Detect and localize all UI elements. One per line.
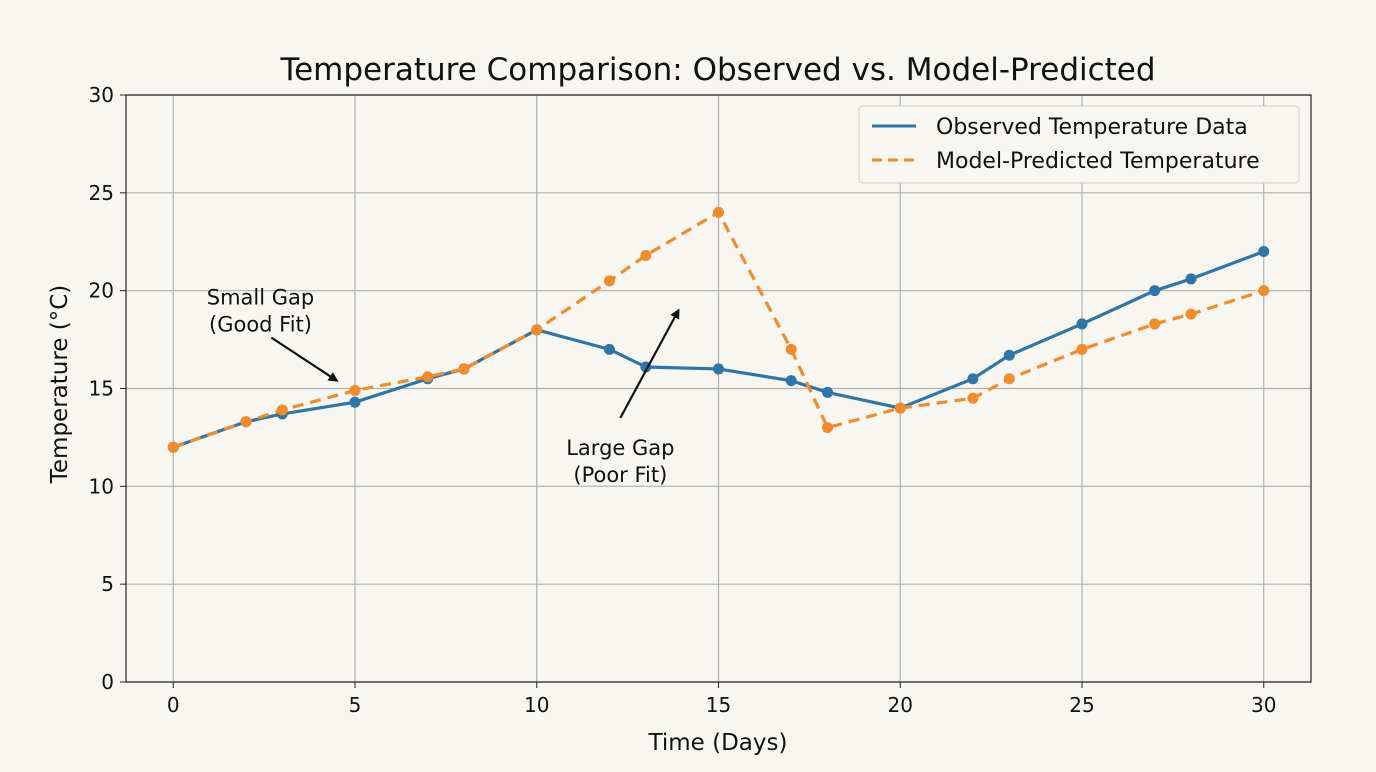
data-point-predicted	[894, 402, 906, 414]
data-point-observed	[1258, 246, 1270, 258]
data-point-predicted	[531, 324, 543, 336]
data-point-observed	[1149, 285, 1161, 297]
data-point-observed	[785, 375, 797, 387]
data-point-predicted	[640, 249, 652, 261]
x-tick-label: 25	[1069, 693, 1094, 717]
y-tick-label: 25	[89, 181, 114, 205]
x-tick-label: 20	[888, 693, 913, 717]
x-axis-label: Time (Days)	[648, 730, 788, 756]
data-point-predicted	[349, 384, 361, 396]
x-tick-label: 10	[524, 693, 549, 717]
annotations: Small Gap (Good Fit) Large Gap (Poor Fit)	[207, 285, 680, 487]
data-point-predicted	[1258, 285, 1270, 297]
legend-box	[858, 105, 1300, 184]
data-point-observed	[713, 363, 724, 375]
data-point-predicted	[1185, 308, 1197, 320]
y-tick-label: 30	[89, 83, 114, 107]
axis-ticks: 0 5 10 15 20 25 30 0 5 10 15 20 25 30	[89, 83, 1277, 717]
plot-frame	[125, 94, 1312, 683]
y-tick-label: 0	[101, 670, 114, 694]
data-point-predicted	[603, 275, 615, 287]
data-point-predicted	[1076, 343, 1088, 355]
chart-title: Temperature Comparison: Observed vs. Mod…	[279, 52, 1155, 88]
x-tick-label: 5	[349, 693, 362, 717]
annotation-arrow-icon	[619, 308, 680, 419]
data-point-observed	[1185, 273, 1197, 285]
data-point-predicted	[822, 422, 834, 434]
data-point-observed	[603, 343, 615, 355]
data-point-observed	[822, 386, 834, 398]
data-point-predicted	[422, 371, 434, 383]
data-point-predicted	[713, 206, 724, 218]
data-point-predicted	[167, 441, 179, 453]
legend: Observed Temperature Data Model-Predicte…	[858, 105, 1300, 184]
y-tick-label: 20	[89, 279, 114, 303]
y-tick-label: 10	[89, 474, 114, 498]
data-point-predicted	[240, 416, 252, 428]
y-axis-label: Temperature (°C)	[47, 285, 73, 485]
annotation-text: (Poor Fit)	[573, 463, 667, 487]
annotation-arrow-icon	[270, 336, 339, 382]
x-tick-label: 0	[167, 693, 180, 717]
data-point-observed	[1003, 349, 1015, 361]
data-point-predicted	[785, 343, 797, 355]
legend-label-predicted: Model-Predicted Temperature	[936, 149, 1260, 174]
data-point-predicted	[276, 404, 288, 416]
annotation-text: (Good Fit)	[209, 312, 312, 336]
data-point-observed	[349, 396, 361, 408]
data-point-observed	[1076, 318, 1088, 330]
data-point-predicted	[458, 363, 470, 375]
x-tick-label: 30	[1251, 693, 1276, 717]
data-point-predicted	[967, 392, 979, 404]
data-point-predicted	[1003, 373, 1015, 385]
annotation-text: Small Gap	[207, 285, 314, 309]
annotation-text: Large Gap	[566, 436, 674, 460]
series-layer	[167, 206, 1270, 453]
legend-label-observed: Observed Temperature Data	[936, 115, 1248, 140]
y-tick-label: 5	[101, 572, 114, 596]
data-point-observed	[967, 373, 979, 385]
x-tick-label: 15	[706, 693, 731, 717]
data-point-predicted	[1149, 318, 1161, 330]
y-tick-label: 15	[89, 377, 114, 401]
